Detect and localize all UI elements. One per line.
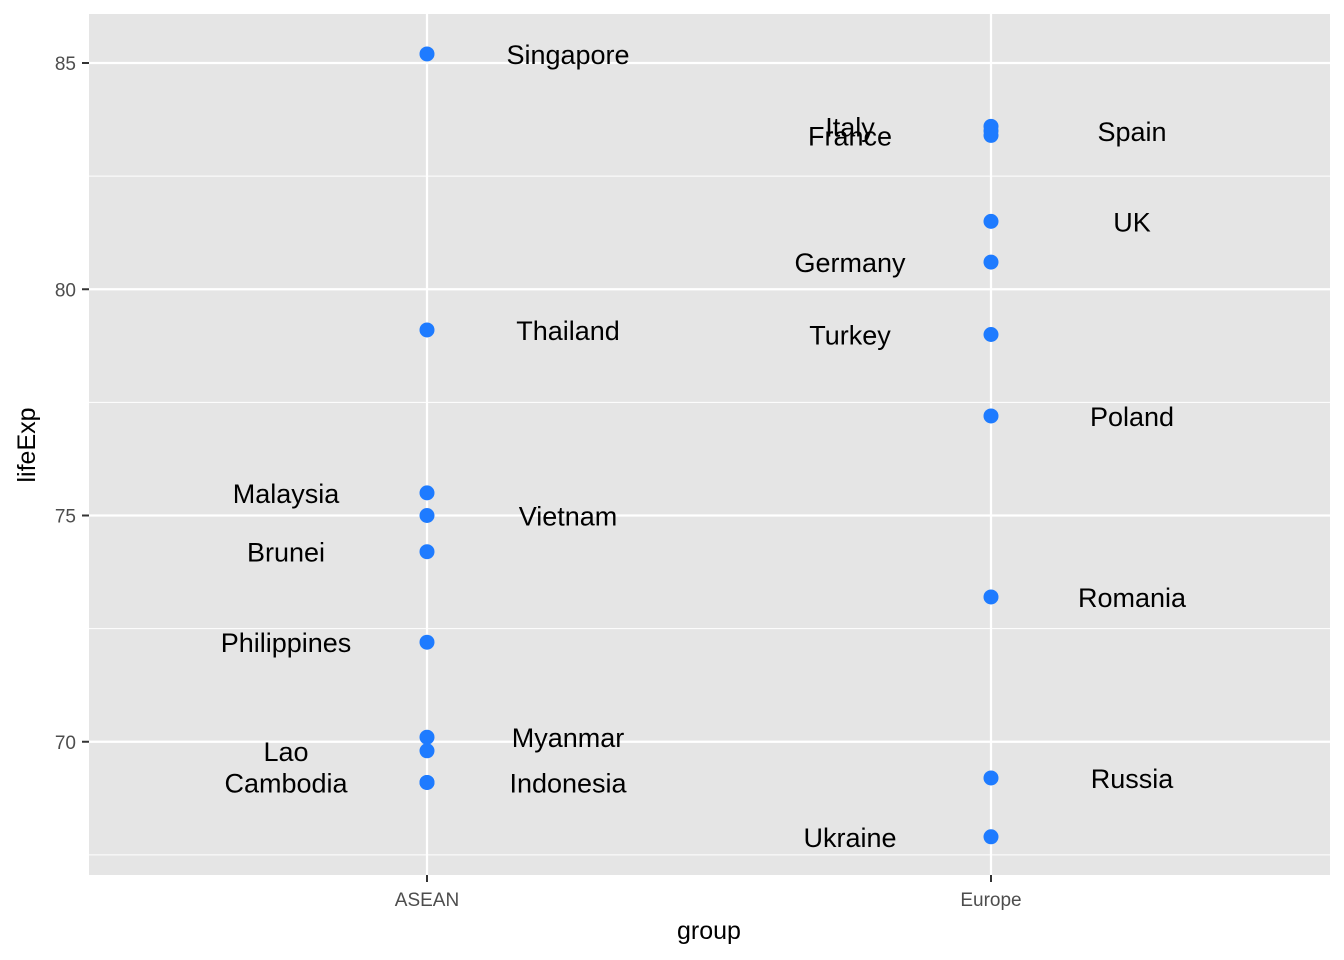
x-axis-title: group: [677, 917, 741, 945]
data-point: [419, 544, 435, 560]
point-label: Poland: [1090, 402, 1174, 432]
point-label: Myanmar: [512, 723, 625, 753]
data-point: [419, 508, 435, 523]
point-label: Singapore: [506, 40, 629, 70]
data-point: [419, 743, 435, 759]
data-point: [983, 327, 999, 342]
data-point: [419, 774, 435, 790]
point-label: Turkey: [809, 321, 891, 351]
data-points: [419, 46, 999, 845]
data-point: [419, 634, 435, 650]
point-label: Thailand: [516, 316, 620, 346]
data-point: [419, 322, 435, 338]
data-point: [983, 127, 999, 143]
point-label: Italy: [825, 112, 875, 142]
point-label: UK: [1113, 207, 1151, 237]
point-label: Malaysia: [233, 479, 341, 509]
data-point: [419, 46, 435, 62]
data-point: [983, 829, 999, 845]
y-tick-label: 70: [55, 733, 76, 754]
point-label: Indonesia: [509, 768, 627, 798]
data-point: [983, 770, 999, 786]
grid: [89, 14, 1330, 875]
point-labels: Singapore Thailand Malaysia Vietnam Brunei Ph…: [221, 40, 1187, 853]
point-label: Germany: [794, 248, 906, 278]
y-tick-label: 75: [55, 507, 76, 528]
point-label: Vietnam: [519, 502, 618, 532]
point-label: Ukraine: [803, 823, 896, 853]
point-label: Cambodia: [224, 768, 348, 798]
data-point: [983, 408, 999, 424]
data-point: [983, 254, 999, 270]
plot-panel: [89, 14, 1330, 875]
data-point: [983, 213, 999, 229]
y-axis-title: lifeExp: [13, 407, 41, 482]
point-label: Lao: [263, 737, 308, 767]
axis-ticks: 70 75 80 85 ASEAN Europe: [55, 54, 1022, 911]
point-label: Brunei: [247, 538, 325, 568]
x-tick-label: Europe: [960, 890, 1021, 911]
x-tick-label: ASEAN: [395, 890, 459, 911]
y-tick-label: 85: [55, 54, 76, 75]
data-point: [419, 485, 435, 501]
point-label: Russia: [1091, 764, 1175, 794]
point-label: Philippines: [221, 628, 352, 658]
data-point: [419, 729, 435, 745]
y-tick-label: 80: [55, 280, 76, 301]
data-point: [983, 589, 999, 605]
point-label: Spain: [1097, 117, 1166, 147]
point-label: France: [808, 121, 892, 151]
point-label: Romania: [1078, 583, 1187, 613]
